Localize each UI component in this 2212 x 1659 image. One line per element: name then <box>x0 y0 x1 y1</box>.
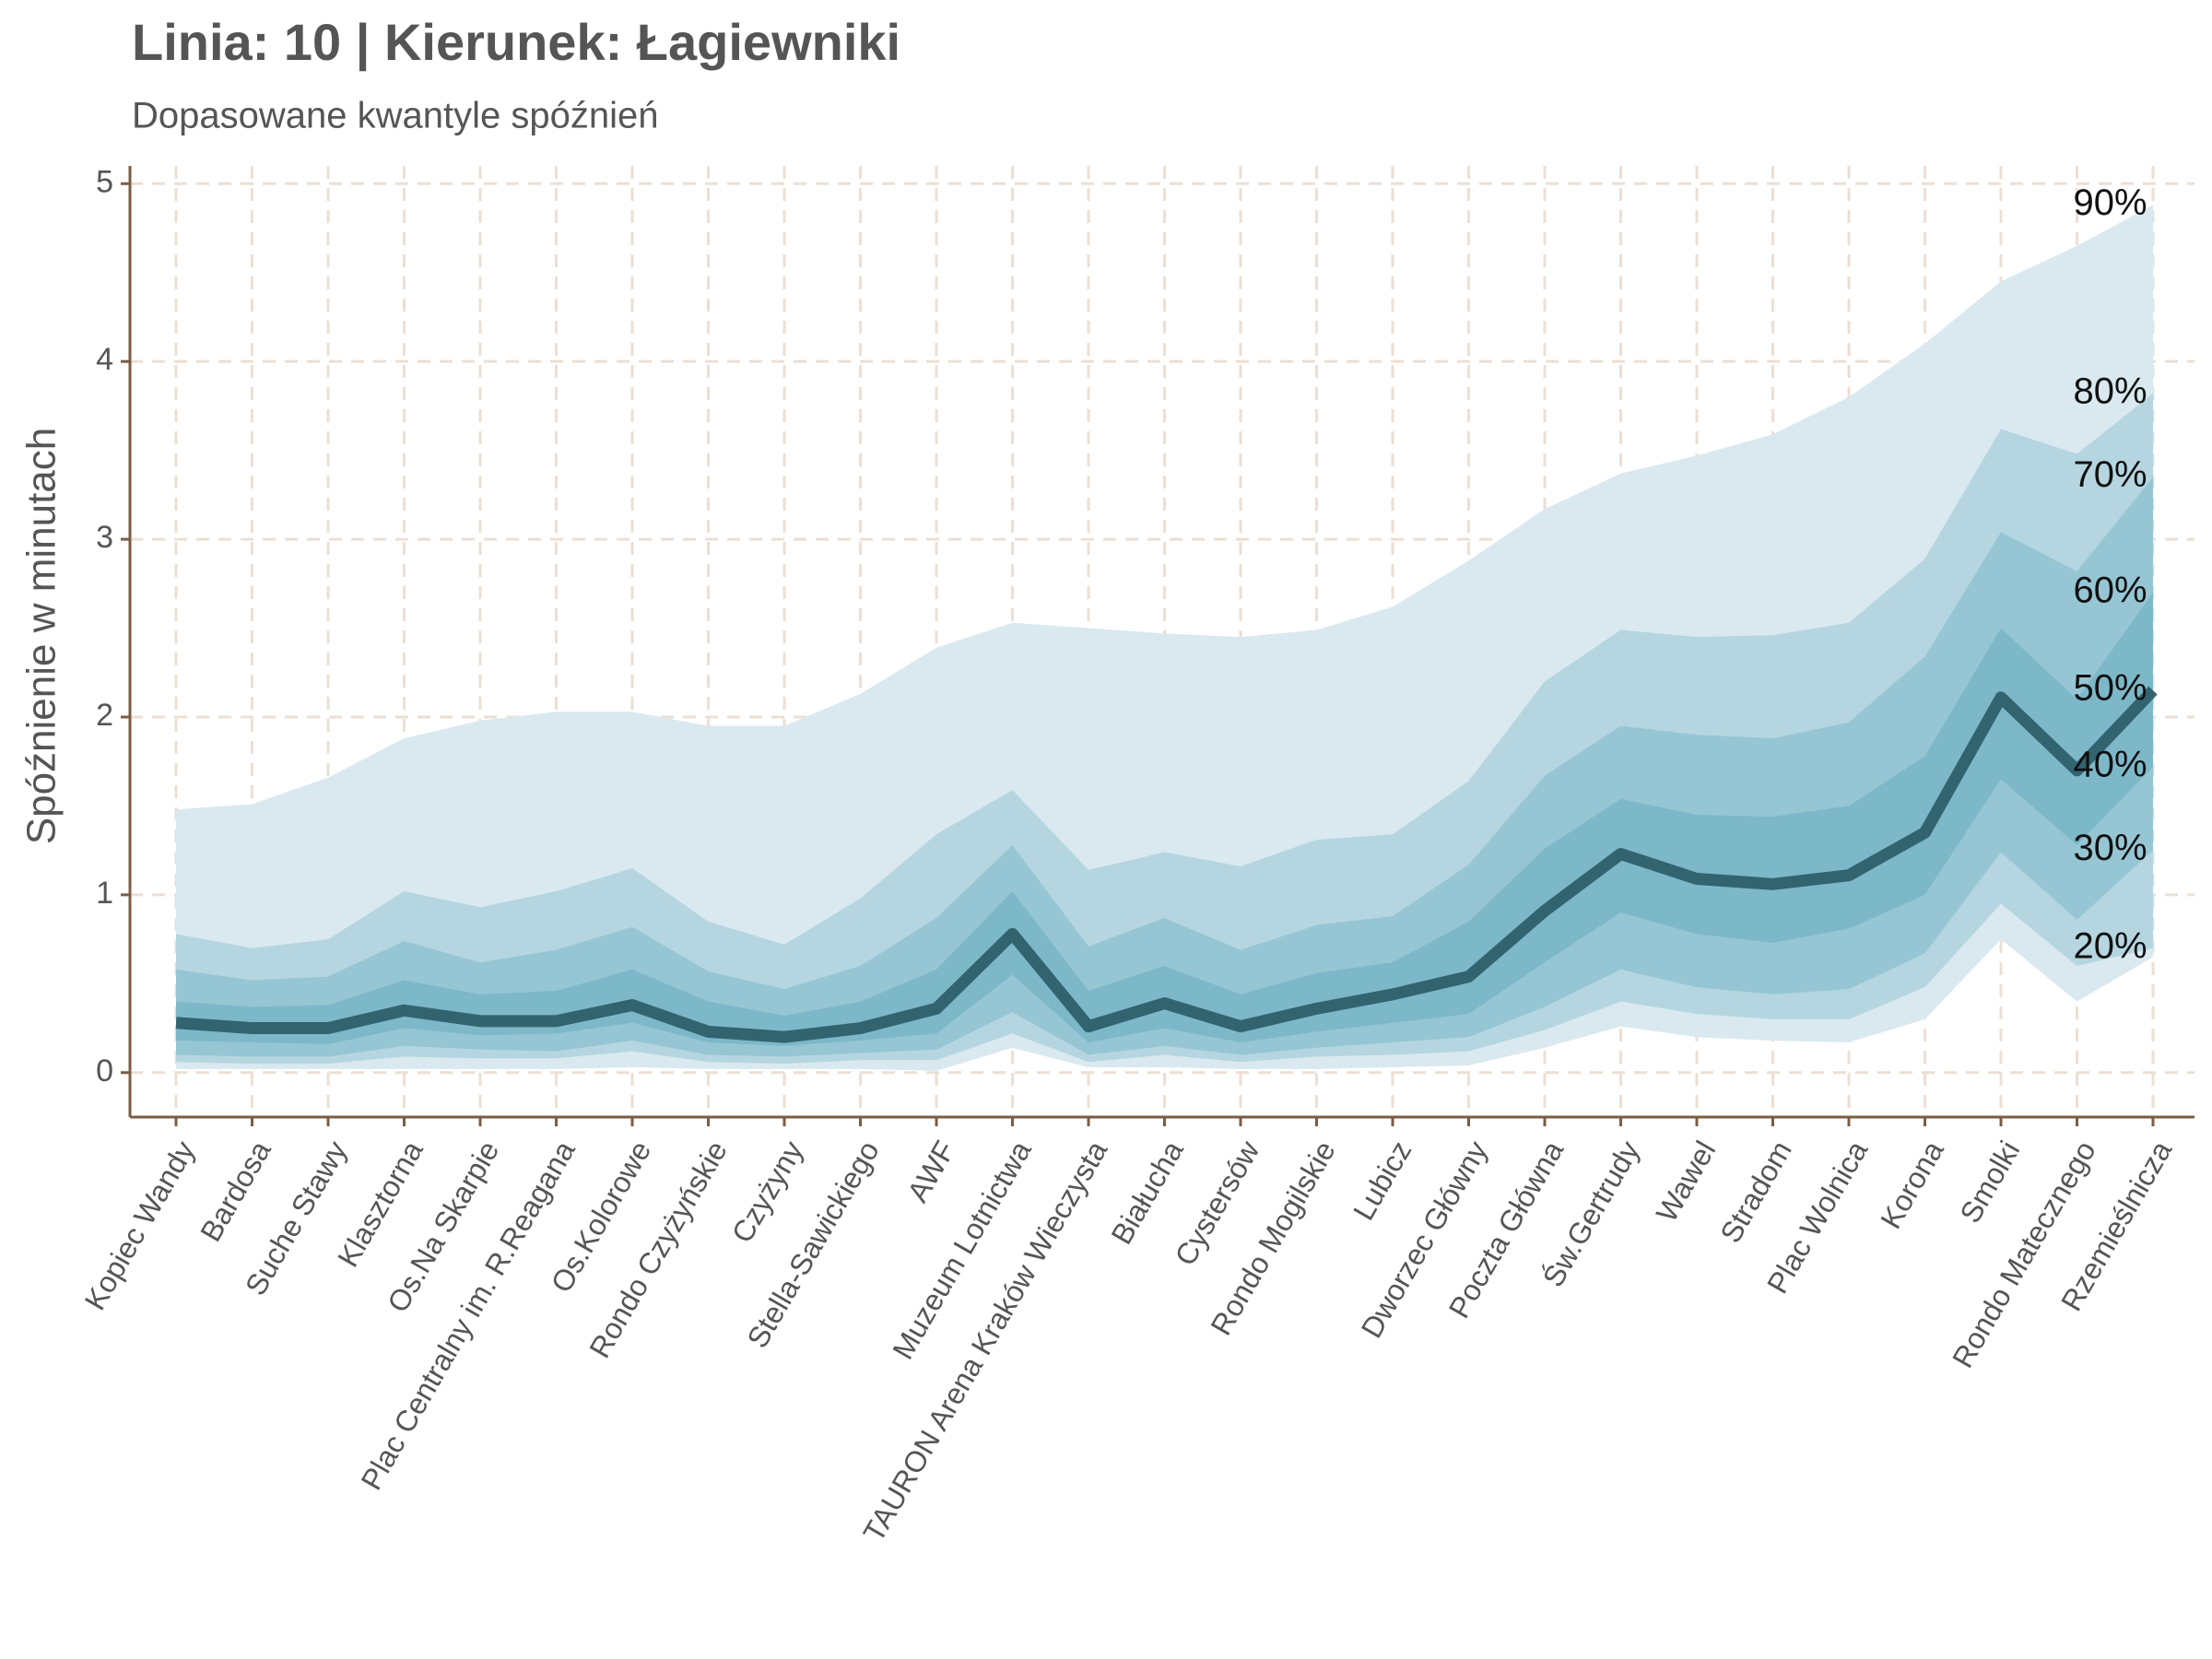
chart-title: Linia: 10 | Kierunek: Łagiewniki <box>132 13 900 72</box>
y-axis-title: Spóźnienie w minutach <box>19 428 65 844</box>
quantile-label: 20% <box>2074 925 2147 966</box>
x-tick-label: Rondo Matecznego <box>1946 1135 2102 1373</box>
y-tick-label: 4 <box>96 342 113 377</box>
y-tick-label: 3 <box>96 520 113 555</box>
quantile-label: 30% <box>2074 828 2147 868</box>
x-tick-label: Czyżyny <box>725 1135 810 1249</box>
y-tick-label: 2 <box>96 698 113 733</box>
x-tick-label: Bardosa <box>194 1135 277 1247</box>
y-tick-label: 0 <box>96 1053 113 1088</box>
y-tick-label: 1 <box>96 876 113 911</box>
quantile-label: 70% <box>2074 454 2147 495</box>
x-tick-label: Wawel <box>1650 1135 1723 1228</box>
median-line <box>175 686 2158 1043</box>
x-tick-label: Lubicz <box>1347 1135 1418 1226</box>
chart-subtitle: Dopasowane kwantyle spóźnień <box>132 96 658 136</box>
x-tick-label: Smolki <box>1953 1135 2026 1229</box>
quantile-label: 80% <box>2074 371 2147 411</box>
x-tick-label: Stradom <box>1713 1135 1798 1249</box>
quantile-label: 40% <box>2074 745 2147 785</box>
x-tick-label: Białucha <box>1104 1135 1190 1250</box>
x-tick-label: Kopiec Wandy <box>78 1135 202 1316</box>
quantile-label: 50% <box>2074 668 2147 709</box>
x-tick-label: Muzeum Lotnictwa <box>886 1135 1038 1365</box>
quantile-band <box>176 592 2153 1046</box>
quantile-label: 90% <box>2074 182 2147 223</box>
y-tick-label: 5 <box>96 164 113 199</box>
x-tick-label: Korona <box>1874 1135 1950 1235</box>
quantile-label: 60% <box>2074 571 2147 611</box>
x-tick-label: Rondo Czyżyńskie <box>582 1135 734 1363</box>
x-tick-label: AWF <box>900 1135 961 1208</box>
